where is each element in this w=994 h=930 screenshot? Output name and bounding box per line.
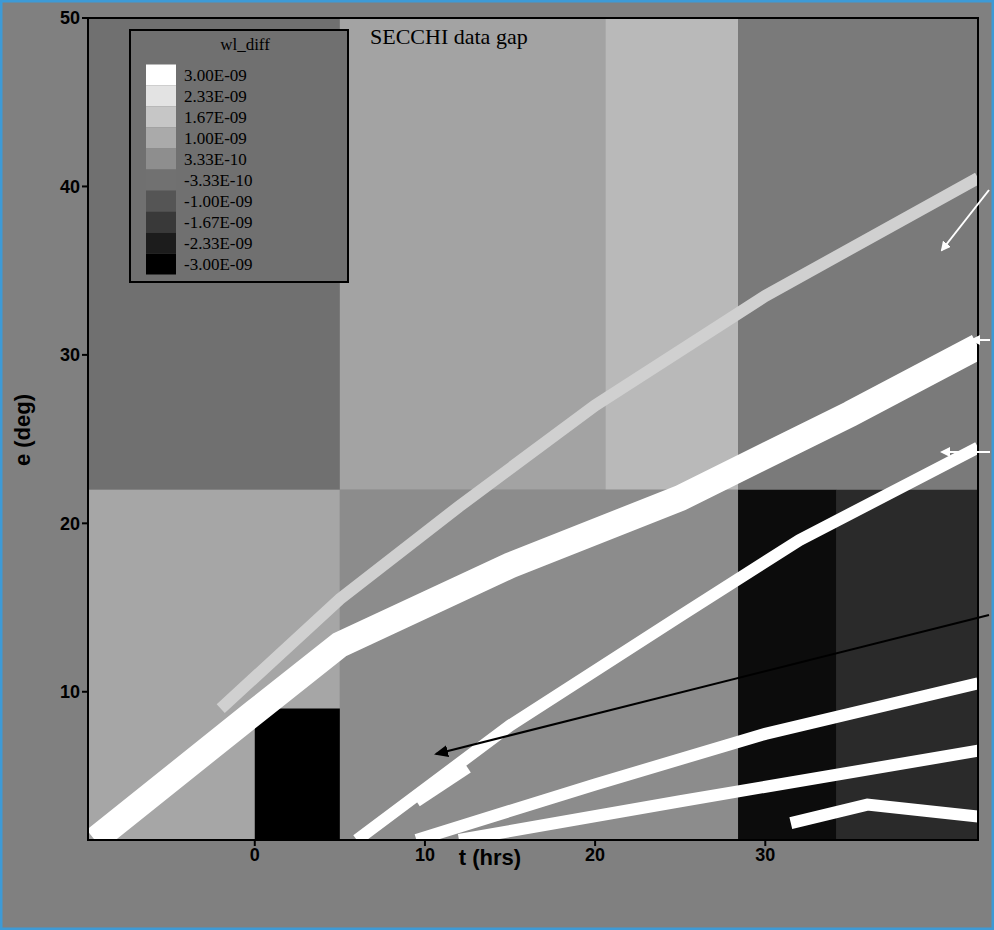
svg-text:3.33E-10: 3.33E-10 <box>184 150 247 169</box>
svg-text:20: 20 <box>60 514 80 534</box>
svg-text:20: 20 <box>585 845 605 865</box>
svg-text:50: 50 <box>60 8 80 28</box>
svg-text:-3.33E-10: -3.33E-10 <box>184 171 252 190</box>
svg-text:30: 30 <box>755 845 775 865</box>
svg-text:2.33E-09: 2.33E-09 <box>184 87 247 106</box>
svg-text:-3.00E-09: -3.00E-09 <box>184 255 252 274</box>
svg-text:-1.00E-09: -1.00E-09 <box>184 192 252 211</box>
svg-text:1.67E-09: 1.67E-09 <box>184 108 247 127</box>
svg-text:SECCHI data gap: SECCHI data gap <box>370 24 528 49</box>
svg-text:40: 40 <box>60 177 80 197</box>
svg-text:wl_diff: wl_diff <box>220 35 270 54</box>
svg-text:1.00E-09: 1.00E-09 <box>184 129 247 148</box>
svg-text:-1.67E-09: -1.67E-09 <box>184 213 252 232</box>
svg-text:e (deg): e (deg) <box>10 394 35 466</box>
svg-text:3.00E-09: 3.00E-09 <box>184 66 247 85</box>
svg-text:-2.33E-09: -2.33E-09 <box>184 234 252 253</box>
svg-text:0: 0 <box>250 845 260 865</box>
svg-text:10: 10 <box>60 682 80 702</box>
svg-text:t (hrs): t (hrs) <box>459 845 521 870</box>
svg-text:10: 10 <box>415 845 435 865</box>
svg-text:30: 30 <box>60 345 80 365</box>
